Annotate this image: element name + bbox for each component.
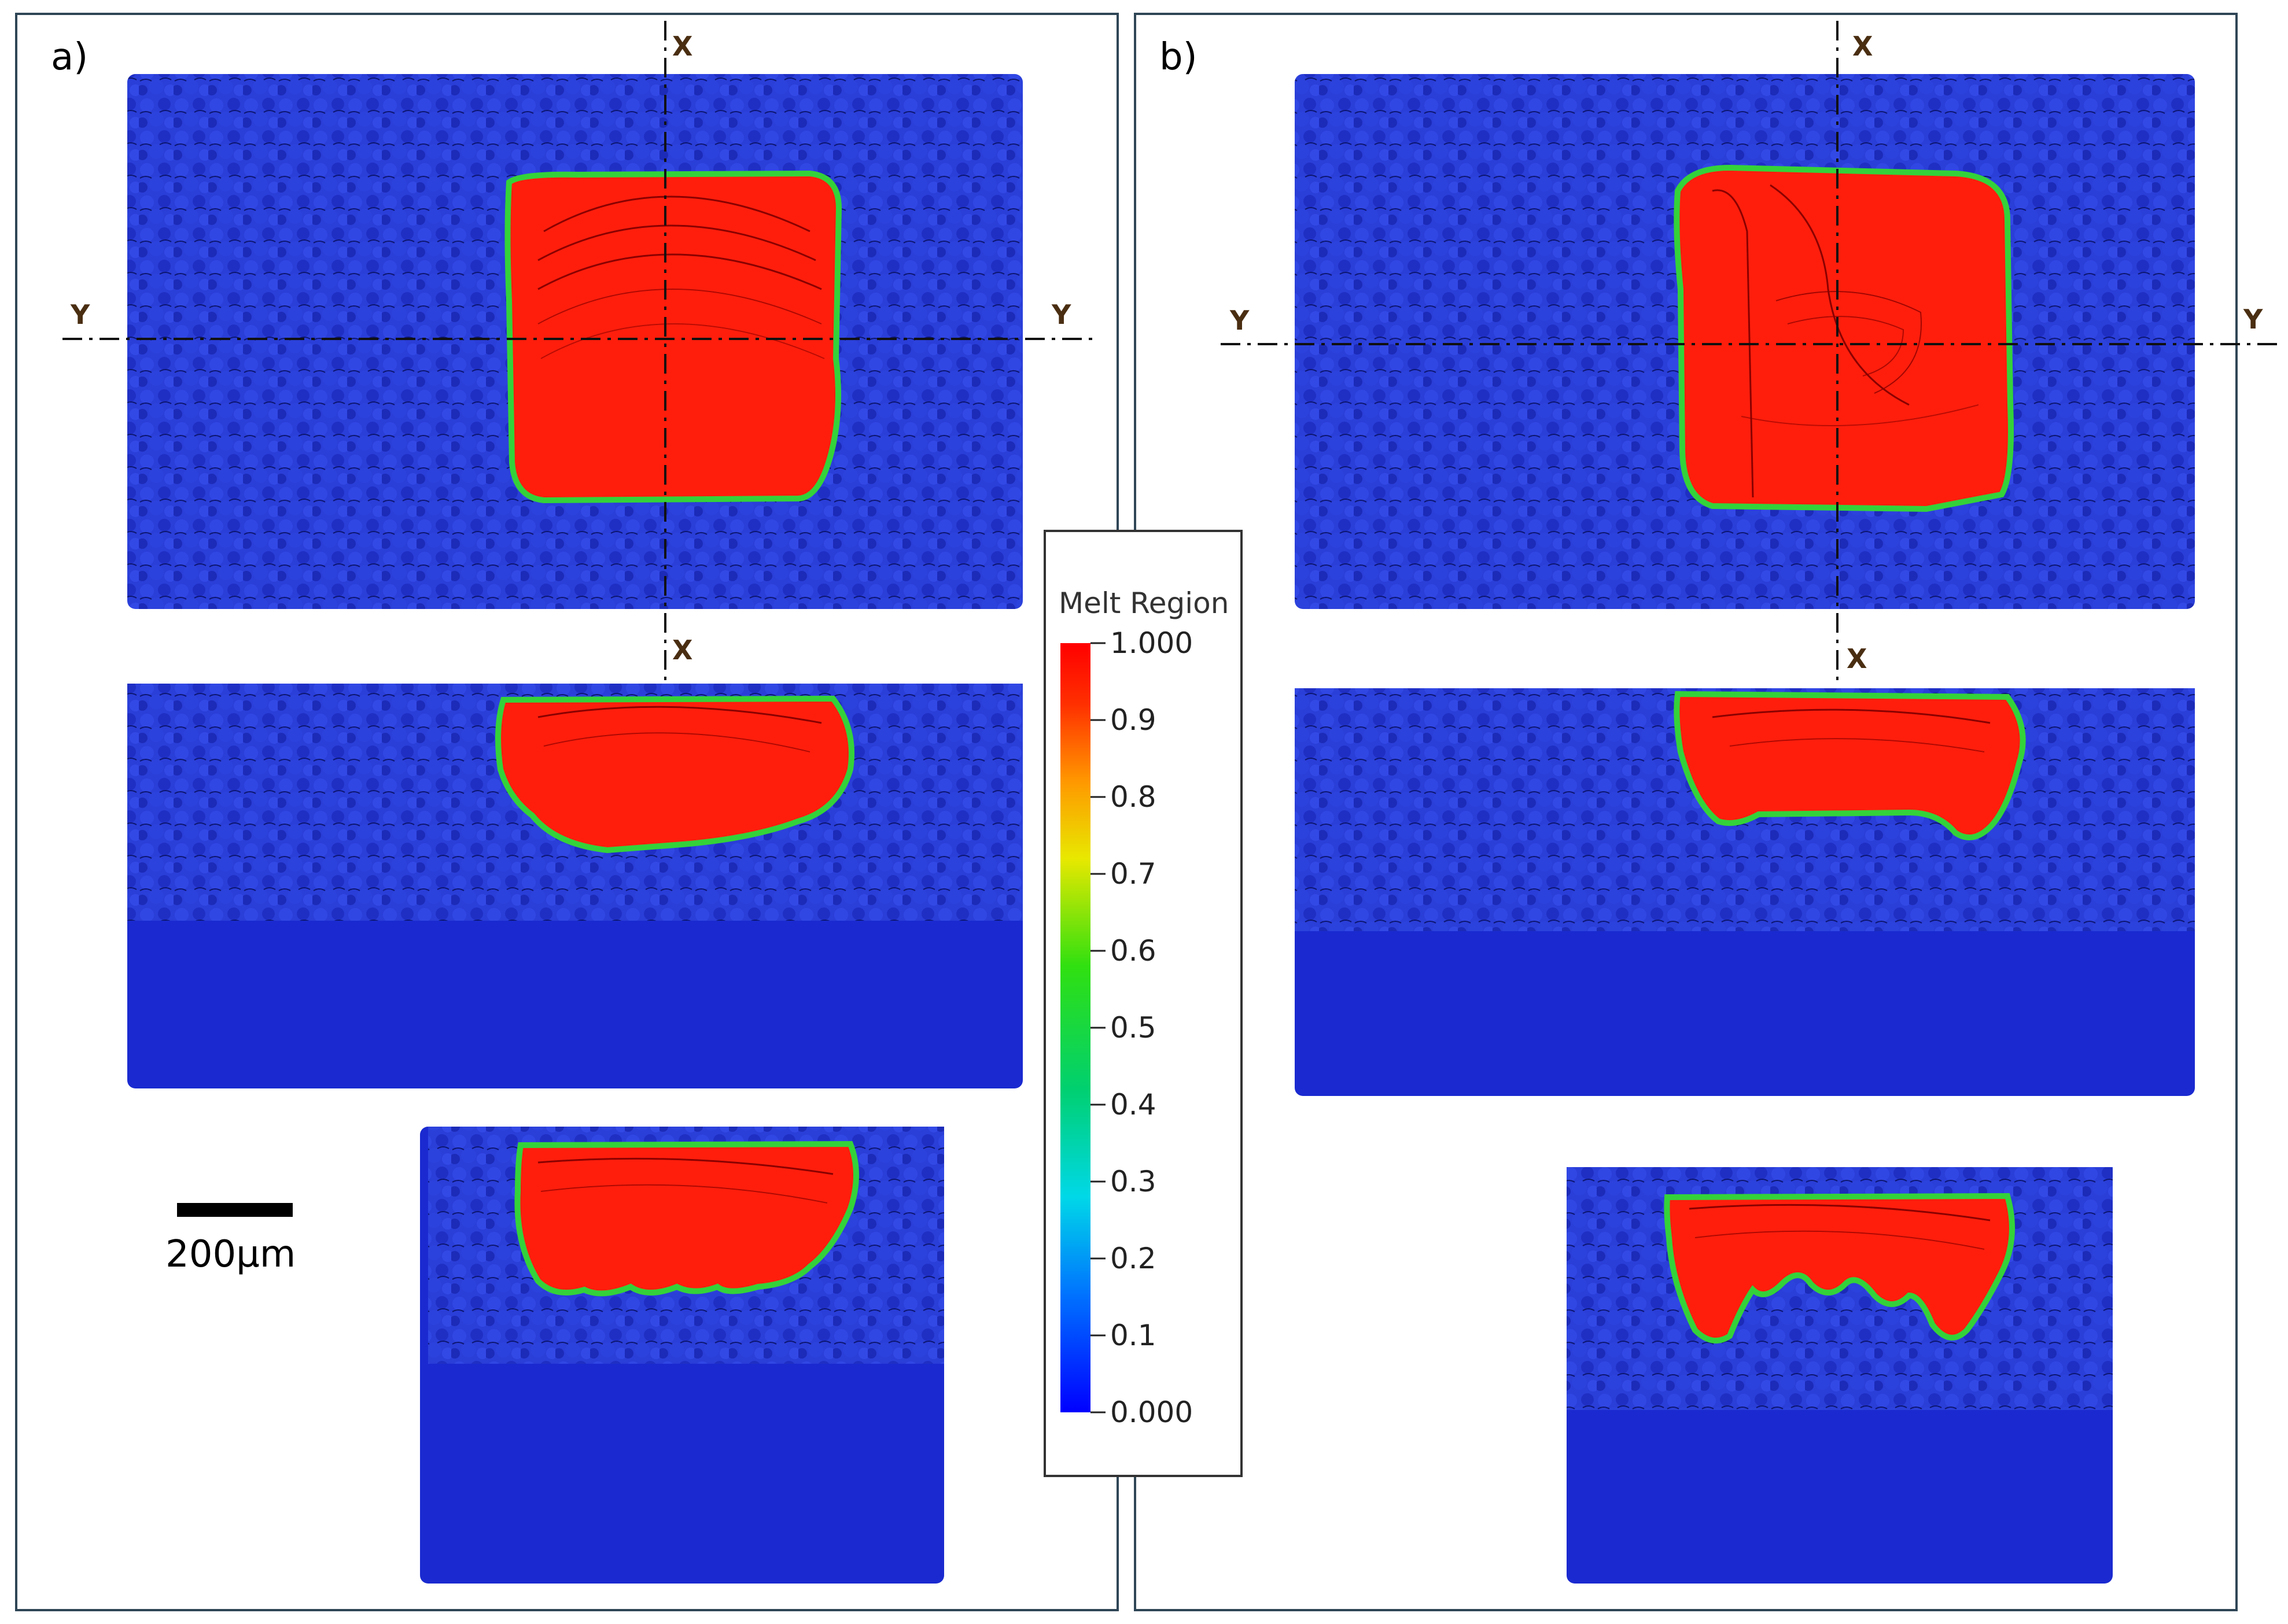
colorbar: Melt Region 1.000 0.9 0.8 0.7 0.6 0.5 0.4 0.3 0.… [1044, 530, 1243, 1477]
colorbar-tick-label: 0.7 [1110, 857, 1156, 891]
colorbar-title: Melt Region [1059, 586, 1229, 620]
panel-b-label: b) [1159, 36, 1198, 79]
colorbar-tick-label: 0.9 [1110, 703, 1156, 737]
panel-b-top-view [1295, 74, 2195, 609]
panel-a-section-x [420, 1127, 944, 1584]
scale-bar [177, 1203, 293, 1217]
panel-b-x-label-top: X [1852, 31, 1873, 62]
panel-b-y-label-left: Y [1229, 305, 1250, 336]
colorbar-tick-label: 0.2 [1110, 1242, 1156, 1275]
colorbar-tick-label: 0.3 [1110, 1165, 1156, 1198]
panel-b-y-label-right: Y [2243, 304, 2263, 335]
panel-a-top-view [127, 74, 1023, 609]
panel-a-x-label-bottom: X [672, 634, 692, 666]
colorbar-tick-label: 0.000 [1110, 1396, 1193, 1429]
panel-a-y-label-right: Y [1051, 299, 1071, 330]
panel-a-y-label-left: Y [70, 299, 90, 330]
colorbar-ticks: 1.000 0.9 0.8 0.7 0.6 0.5 0.4 0.3 0.2 0.1 0.000 [1090, 626, 1193, 1429]
panel-a-section-y [127, 684, 1023, 1088]
scale-bar-label: 200µm [165, 1233, 296, 1276]
colorbar-tick-label: 0.1 [1110, 1319, 1156, 1352]
panel-b-x-label-bottom: X [1847, 643, 1867, 674]
colorbar-tick-label: 0.8 [1110, 780, 1156, 814]
colorbar-tick-label: 0.6 [1110, 934, 1156, 968]
panel-a-label: a) [51, 36, 88, 79]
colorbar-tick-label: 1.000 [1110, 626, 1193, 660]
colorbar-tick-label: 0.4 [1110, 1088, 1156, 1121]
colorbar-tick-label: 0.5 [1110, 1011, 1156, 1044]
panel-b-section-y [1295, 688, 2195, 1096]
panel-a-x-label-top: X [672, 31, 692, 62]
panel-b-section-x [1567, 1167, 2113, 1584]
colorbar-gradient [1060, 643, 1090, 1412]
